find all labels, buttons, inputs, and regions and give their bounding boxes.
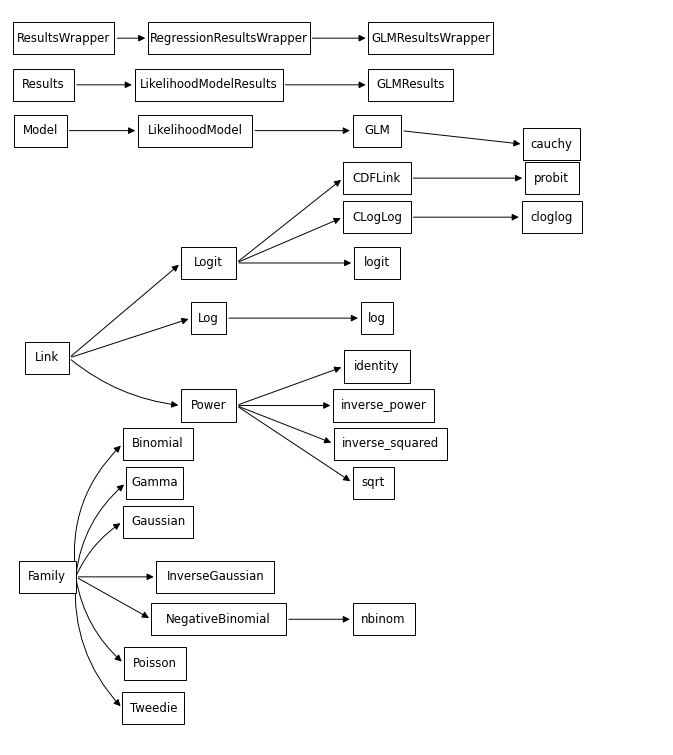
Text: Binomial: Binomial	[133, 437, 184, 450]
FancyBboxPatch shape	[334, 427, 447, 460]
FancyBboxPatch shape	[135, 69, 283, 101]
Text: logit: logit	[364, 257, 390, 270]
Text: LikelihoodModelResults: LikelihoodModelResults	[140, 79, 277, 91]
Text: GLMResults: GLMResults	[376, 79, 445, 91]
FancyBboxPatch shape	[124, 647, 186, 680]
Text: Power: Power	[191, 399, 226, 412]
Text: probit: probit	[534, 171, 569, 185]
Text: Results: Results	[22, 79, 65, 91]
Text: identity: identity	[354, 360, 400, 373]
Text: CDFLink: CDFLink	[353, 171, 401, 185]
Text: Link: Link	[35, 352, 59, 365]
Text: GLM: GLM	[364, 124, 390, 137]
Text: NegativeBinomial: NegativeBinomial	[166, 613, 271, 626]
Text: cloglog: cloglog	[531, 211, 573, 223]
Text: Tweedie: Tweedie	[130, 702, 177, 715]
Text: Log: Log	[198, 312, 219, 325]
FancyBboxPatch shape	[369, 69, 452, 101]
Text: Gaussian: Gaussian	[131, 515, 185, 528]
FancyBboxPatch shape	[13, 69, 74, 101]
FancyBboxPatch shape	[181, 247, 236, 279]
FancyBboxPatch shape	[361, 302, 393, 334]
FancyBboxPatch shape	[26, 342, 69, 374]
FancyBboxPatch shape	[354, 247, 400, 279]
Text: log: log	[368, 312, 386, 325]
FancyBboxPatch shape	[122, 692, 184, 725]
FancyBboxPatch shape	[525, 162, 579, 194]
FancyBboxPatch shape	[14, 115, 67, 146]
FancyBboxPatch shape	[19, 561, 75, 593]
Text: CLogLog: CLogLog	[352, 211, 402, 223]
FancyBboxPatch shape	[333, 390, 434, 421]
FancyBboxPatch shape	[148, 22, 310, 54]
Text: cauchy: cauchy	[531, 137, 573, 151]
Text: RegressionResultsWrapper: RegressionResultsWrapper	[150, 32, 308, 45]
FancyBboxPatch shape	[138, 115, 252, 146]
Text: nbinom: nbinom	[361, 613, 406, 626]
FancyBboxPatch shape	[344, 350, 410, 383]
FancyBboxPatch shape	[522, 201, 582, 233]
Text: ResultsWrapper: ResultsWrapper	[17, 32, 110, 45]
FancyBboxPatch shape	[122, 506, 194, 538]
Text: InverseGaussian: InverseGaussian	[166, 570, 264, 584]
FancyBboxPatch shape	[369, 22, 493, 54]
FancyBboxPatch shape	[13, 22, 114, 54]
Text: GLMResultsWrapper: GLMResultsWrapper	[371, 32, 491, 45]
FancyBboxPatch shape	[127, 467, 183, 499]
FancyBboxPatch shape	[343, 162, 411, 194]
FancyBboxPatch shape	[191, 302, 226, 334]
FancyBboxPatch shape	[353, 603, 415, 636]
FancyBboxPatch shape	[343, 201, 411, 233]
FancyBboxPatch shape	[181, 390, 236, 421]
FancyBboxPatch shape	[523, 128, 580, 160]
FancyBboxPatch shape	[353, 115, 401, 146]
FancyBboxPatch shape	[156, 561, 275, 593]
FancyBboxPatch shape	[353, 467, 394, 499]
Text: Poisson: Poisson	[133, 657, 177, 670]
Text: Family: Family	[28, 570, 66, 584]
FancyBboxPatch shape	[151, 603, 286, 636]
Text: sqrt: sqrt	[362, 476, 385, 489]
Text: Gamma: Gamma	[131, 476, 178, 489]
Text: Model: Model	[23, 124, 58, 137]
FancyBboxPatch shape	[122, 427, 194, 460]
Text: LikelihoodModel: LikelihoodModel	[147, 124, 243, 137]
Text: Logit: Logit	[194, 257, 223, 270]
Text: inverse_squared: inverse_squared	[342, 437, 439, 450]
Text: inverse_power: inverse_power	[341, 399, 427, 412]
